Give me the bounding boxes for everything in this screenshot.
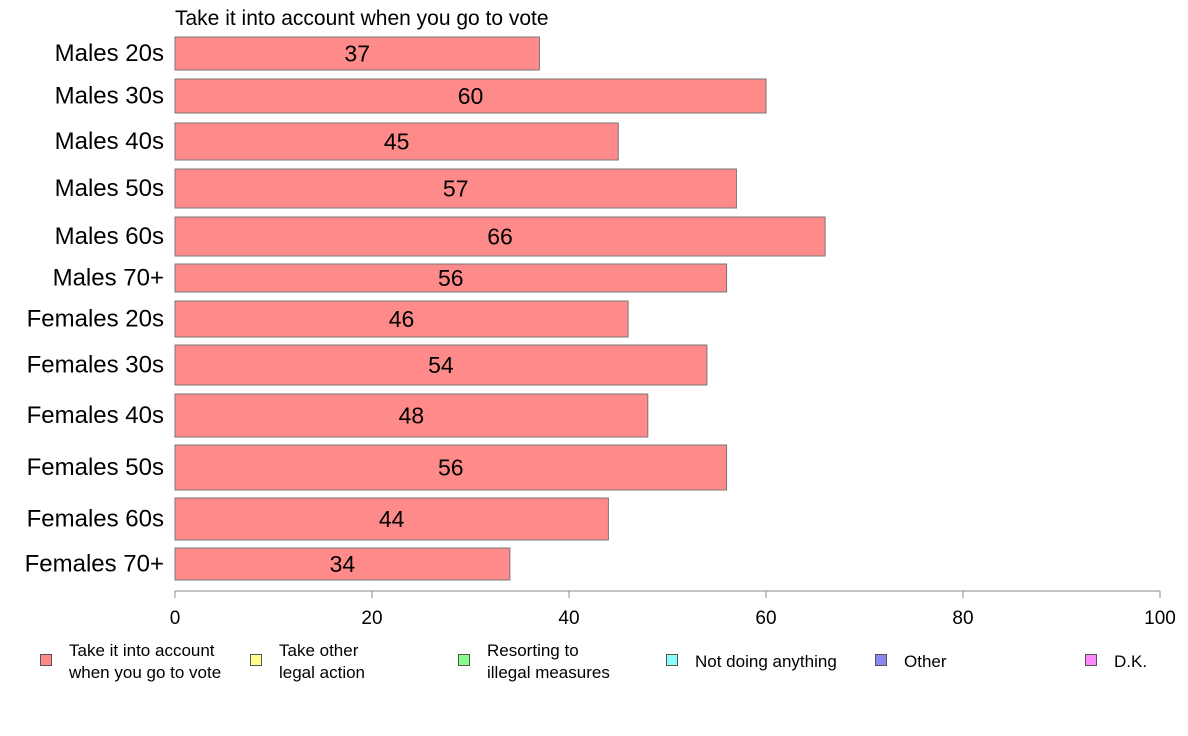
bar-value-label: 48 (399, 403, 425, 429)
category-label: Males 70+ (53, 265, 164, 292)
legend-label: Take it into account when you go to vote (69, 641, 222, 682)
legend-swatch (1085, 654, 1097, 666)
legend-label: Not doing anything (695, 652, 837, 671)
bar (174, 78, 767, 114)
legend-label: D.K. (1114, 652, 1148, 671)
legend-label: Other (904, 652, 947, 671)
legend-swatch (40, 654, 52, 666)
legend-swatch (875, 654, 887, 666)
bar-value-label: 34 (330, 551, 356, 577)
legend-label: Take other legal action (279, 641, 366, 682)
bar (174, 300, 629, 338)
bar (174, 497, 609, 541)
bar-value-label: 44 (379, 506, 405, 532)
category-label: Females 40s (27, 402, 164, 429)
legend-swatch (458, 654, 470, 666)
legend-item: Resorting to illegal measures (458, 640, 610, 684)
x-tick-label: 20 (361, 608, 382, 629)
category-label: Females 60s (27, 506, 164, 533)
category-label: Females 30s (27, 352, 164, 379)
category-label: Females 70+ (25, 551, 164, 578)
category-label: Males 60s (55, 223, 164, 250)
bar (174, 344, 708, 386)
bar-value-label: 45 (384, 129, 410, 155)
category-label: Males 30s (55, 83, 164, 110)
bar (174, 263, 728, 293)
bar-value-label: 57 (443, 176, 469, 202)
bar (174, 393, 649, 438)
category-label: Females 50s (27, 454, 164, 481)
bar-value-label: 56 (438, 455, 464, 481)
legend-label: Resorting to illegal measures (487, 641, 610, 682)
bar-value-label: 60 (458, 83, 484, 109)
bar-value-label: 56 (438, 265, 464, 291)
legend-item: Not doing anything (666, 640, 837, 673)
x-tick-label: 100 (1144, 608, 1176, 629)
x-tick-label: 40 (558, 608, 579, 629)
bar (174, 444, 728, 491)
category-label: Males 40s (55, 128, 164, 155)
legend-item: Take it into account when you go to vote (40, 640, 221, 684)
bar (174, 168, 737, 209)
bar-value-label: 54 (428, 352, 454, 378)
bar (174, 547, 511, 581)
x-tick-label: 60 (755, 608, 776, 629)
category-label: Males 20s (55, 40, 164, 67)
bar (174, 216, 826, 257)
bar-value-label: 46 (389, 306, 415, 332)
category-label: Females 20s (27, 306, 164, 333)
legend-item: D.K. (1085, 640, 1147, 673)
bar (174, 36, 540, 71)
legend-item: Take other legal action (250, 640, 365, 684)
chart-legend: Take it into account when you go to vote… (0, 640, 1188, 700)
legend-swatch (666, 654, 678, 666)
bar (174, 122, 619, 161)
category-label: Males 50s (55, 175, 164, 202)
legend-swatch (250, 654, 262, 666)
legend-item: Other (875, 640, 947, 673)
x-tick-label: 80 (952, 608, 973, 629)
chart-title: Take it into account when you go to vote (175, 7, 549, 30)
x-tick-label: 0 (170, 608, 181, 629)
bar-value-label: 37 (344, 41, 370, 67)
bar-value-label: 66 (487, 224, 513, 250)
